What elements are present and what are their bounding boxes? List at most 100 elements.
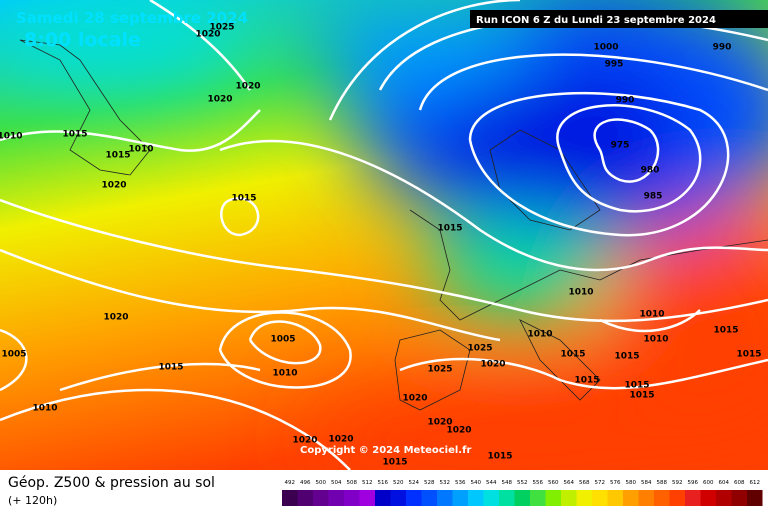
legend-swatch xyxy=(328,490,344,506)
isobar-label: 1020 xyxy=(446,426,471,436)
legend-label: 516 xyxy=(378,480,389,486)
legend-label: 508 xyxy=(347,480,358,486)
legend-label: 520 xyxy=(393,480,404,486)
isobar-label: 1015 xyxy=(624,381,649,391)
legend-label: 596 xyxy=(688,480,699,486)
isobar-label: 1020 xyxy=(427,418,452,428)
isobar-label: 1010 xyxy=(643,335,668,345)
copyright: Copyright © 2024 Meteociel.fr xyxy=(300,445,471,456)
legend-label: 612 xyxy=(750,480,761,486)
legend-label: 556 xyxy=(533,480,544,486)
legend-label: 600 xyxy=(703,480,714,486)
legend-label: 536 xyxy=(455,480,466,486)
legend-swatch xyxy=(669,490,685,506)
legend-swatch xyxy=(468,490,484,506)
isobar-label: 1015 xyxy=(487,452,512,462)
legend-swatch xyxy=(576,490,592,506)
legend-swatch xyxy=(747,490,763,506)
isobar-label: 1015 xyxy=(382,458,407,468)
isobar-label: 990 xyxy=(616,96,635,106)
legend-swatch xyxy=(716,490,732,506)
legend-label: 528 xyxy=(424,480,435,486)
isobar-label: 1020 xyxy=(292,436,317,446)
legend-label: 544 xyxy=(486,480,497,486)
legend-label: 500 xyxy=(316,480,327,486)
legend-swatch xyxy=(654,490,670,506)
isobar-label: 1010 xyxy=(272,369,297,379)
isobar-label: 1010 xyxy=(527,330,552,340)
legend-label: 592 xyxy=(672,480,683,486)
legend-swatch xyxy=(700,490,716,506)
isobar-label: 1015 xyxy=(736,350,761,360)
legend-swatch xyxy=(530,490,546,506)
legend-swatch xyxy=(421,490,437,506)
legend-label: 568 xyxy=(579,480,590,486)
field xyxy=(0,0,768,480)
legend-swatch xyxy=(545,490,561,506)
legend-swatch xyxy=(452,490,468,506)
isobar-label: 1020 xyxy=(103,313,128,323)
isobar-label: 1015 xyxy=(231,194,256,204)
isobar-label: 1015 xyxy=(158,363,183,373)
coastlines xyxy=(19,39,768,411)
legend-label: 576 xyxy=(610,480,621,486)
footer-lead: (+ 120h) xyxy=(8,494,57,507)
isobar-label: 1000 xyxy=(593,43,618,53)
legend-label: 524 xyxy=(409,480,420,486)
isobar-label: 980 xyxy=(641,166,660,176)
legend-label: 540 xyxy=(471,480,482,486)
isobar-label: 975 xyxy=(611,141,630,151)
legend-swatch xyxy=(406,490,422,506)
isobar-label: 1010 xyxy=(568,288,593,298)
isobar-label: 985 xyxy=(644,192,663,202)
isobar-label: 1025 xyxy=(209,23,234,33)
legend-swatch xyxy=(375,490,391,506)
footer-title: Géop. Z500 & pression au sol xyxy=(8,475,215,491)
legend-label: 496 xyxy=(300,480,311,486)
isobar-label: 1015 xyxy=(437,224,462,234)
legend-label: 560 xyxy=(548,480,559,486)
date: Samedi 28 septembre 2024 xyxy=(16,9,248,27)
legend-swatch xyxy=(731,490,747,506)
legend-label: 504 xyxy=(331,480,342,486)
legend-swatch xyxy=(483,490,499,506)
legend-swatch xyxy=(390,490,406,506)
legend-swatch xyxy=(607,490,623,506)
run-info: Run ICON 6 Z du Lundi 23 septembre 2024 xyxy=(476,15,716,26)
legend-swatch xyxy=(344,490,360,506)
isobar-label: 1010 xyxy=(639,310,664,320)
isobar-label: 1020 xyxy=(402,394,427,404)
legend-swatch xyxy=(282,490,298,506)
isobar-label: 1015 xyxy=(614,352,639,362)
isobar-label: 1020 xyxy=(207,95,232,105)
legend-swatch xyxy=(359,490,375,506)
local-time: 8:00 locale xyxy=(24,29,141,51)
legend-swatch xyxy=(313,490,329,506)
legend-swatch xyxy=(561,490,577,506)
isobar-label: 1020 xyxy=(328,435,353,445)
legend-swatch xyxy=(685,490,701,506)
legend-label: 604 xyxy=(719,480,730,486)
isobar-label: 995 xyxy=(605,60,624,70)
legend-label: 608 xyxy=(734,480,745,486)
isobar-label: 1015 xyxy=(574,376,599,386)
legend-label: 492 xyxy=(285,480,296,486)
isobar-label: 1015 xyxy=(560,350,585,360)
legend-swatch xyxy=(499,490,515,506)
legend-label: 572 xyxy=(595,480,606,486)
isobar-label: 1020 xyxy=(235,82,260,92)
legend-label: 512 xyxy=(362,480,373,486)
legend-label: 588 xyxy=(657,480,668,486)
isobar-label: 1020 xyxy=(195,30,220,40)
legend-label: 564 xyxy=(564,480,575,486)
legend-label: 548 xyxy=(502,480,513,486)
legend-swatch xyxy=(623,490,639,506)
isobar-label: 1015 xyxy=(105,151,130,161)
legend-swatch xyxy=(592,490,608,506)
isobar-label: 1005 xyxy=(270,335,295,345)
legend-swatch xyxy=(297,490,313,506)
legend-swatch xyxy=(638,490,654,506)
